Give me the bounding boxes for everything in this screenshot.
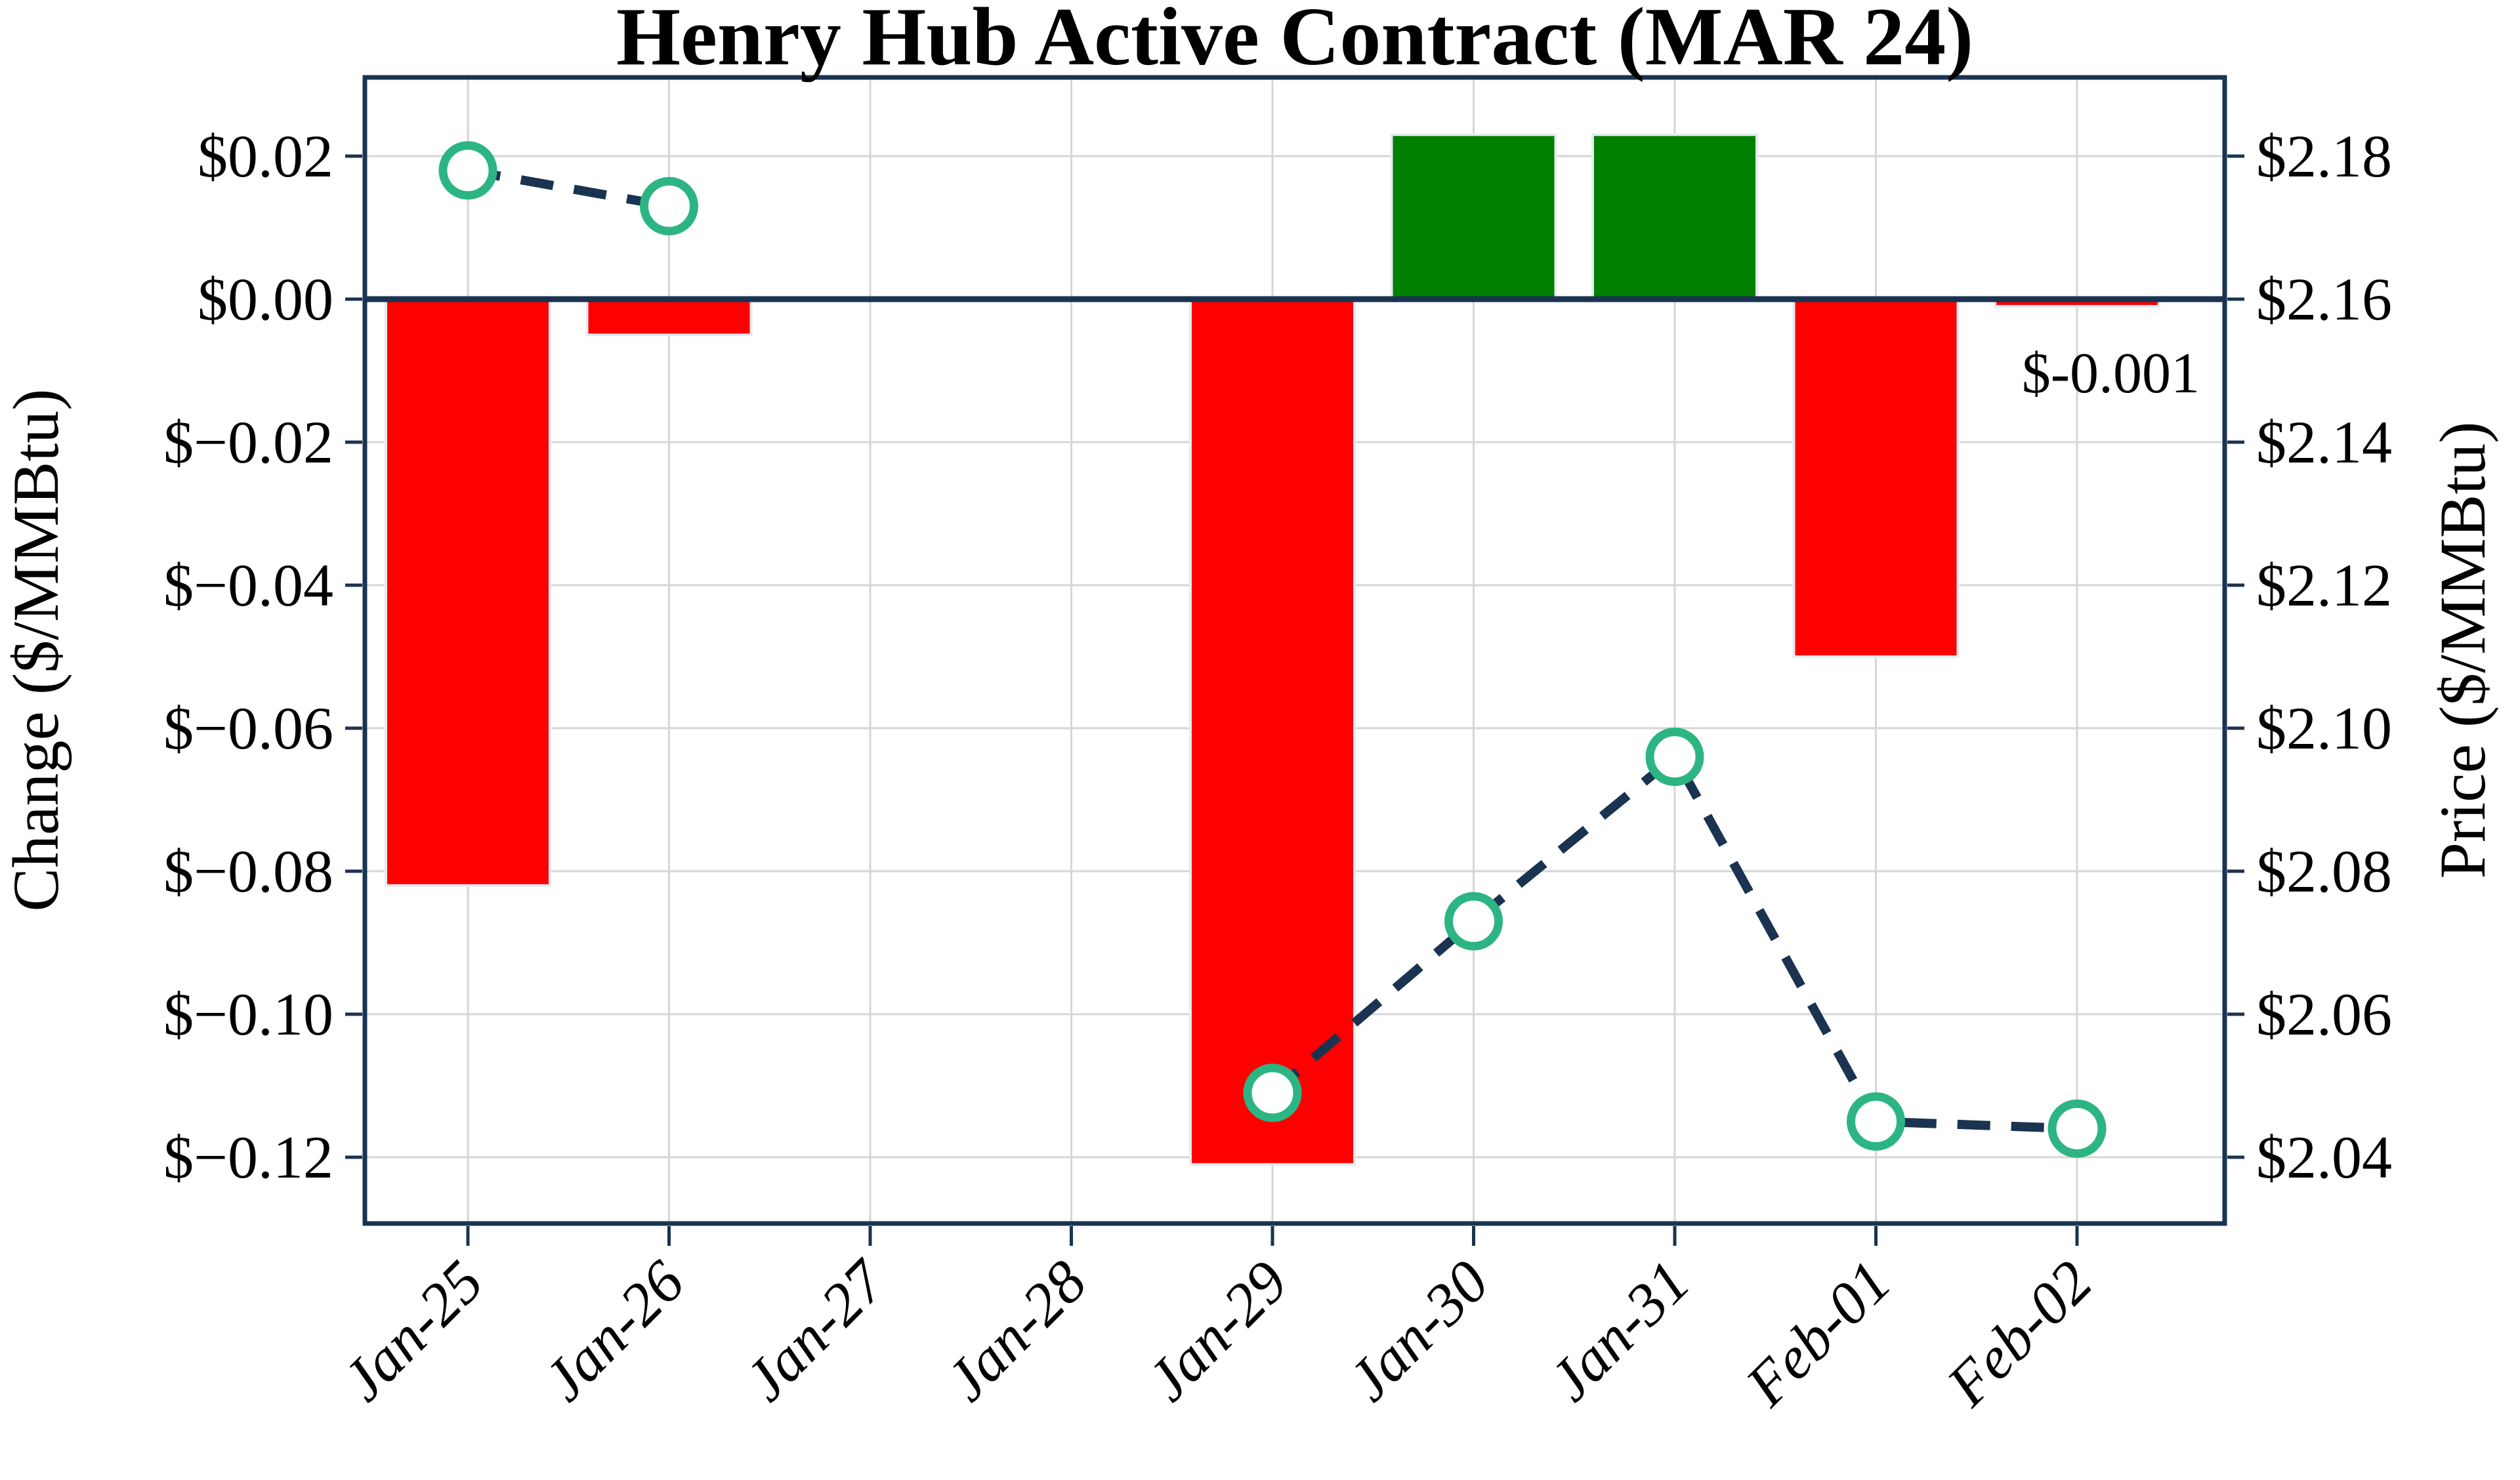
price-marker-Jan-31 xyxy=(1645,728,1704,787)
bars xyxy=(385,133,2160,1166)
price-line xyxy=(467,165,2078,1134)
price-marker-Feb-02 xyxy=(2048,1099,2107,1158)
price-marker-Jan-29 xyxy=(1243,1063,1302,1122)
x-tick-label-Feb-02: Feb-02 xyxy=(1933,1248,2105,1419)
right-tick-label-5: $2.08 xyxy=(2256,838,2392,905)
right-tick-label-2: $2.14 xyxy=(2256,409,2392,476)
right-tick-label-3: $2.12 xyxy=(2256,552,2392,619)
left-tick-label-6: $−0.10 xyxy=(163,981,333,1048)
x-tick-label-Jan-29: Jan-29 xyxy=(1134,1248,1300,1414)
plot-border-group xyxy=(362,75,2227,1226)
right-tick-label-6: $2.06 xyxy=(2256,981,2392,1048)
x-tick-label-Jan-31: Jan-31 xyxy=(1536,1248,1702,1414)
x-tick-labels: Jan-25 Jan-26 Jan-27 Jan-28 Jan-29 Jan-30 Jan-… xyxy=(329,1246,2105,1419)
bar-Jan-31 xyxy=(1591,133,1758,300)
axis-ticks xyxy=(345,154,2244,1246)
price-markers xyxy=(438,141,2107,1158)
price-marker-Jan-30 xyxy=(1444,892,1503,951)
x-tick-label-Jan-25: Jan-25 xyxy=(329,1248,495,1414)
x-tick-label-Jan-26: Jan-26 xyxy=(531,1248,697,1414)
bar-Feb-01 xyxy=(1792,298,1960,658)
price-marker-Jan-26 xyxy=(640,176,698,236)
x-tick-label-Jan-30: Jan-30 xyxy=(1335,1248,1502,1414)
right-axis-label: Price ($/MMBtu) xyxy=(2426,421,2499,878)
left-tick-label-2: $−0.02 xyxy=(163,409,333,476)
plot-border xyxy=(362,75,2227,1226)
price-marker-Feb-01 xyxy=(1847,1092,1905,1151)
right-tick-label-1: $2.16 xyxy=(2256,266,2392,333)
right-tick-label-4: $2.10 xyxy=(2256,695,2392,762)
left-tick-label-7: $−0.12 xyxy=(163,1124,333,1191)
right-tick-label-7: $2.04 xyxy=(2256,1124,2392,1191)
x-tick-label-Feb-01: Feb-01 xyxy=(1732,1248,1904,1419)
left-tick-label-5: $−0.08 xyxy=(163,838,333,905)
left-tick-label-1: $0.00 xyxy=(198,266,333,333)
bar-Jan-29 xyxy=(1189,298,1356,1166)
x-tick-label-Jan-28: Jan-28 xyxy=(933,1248,1099,1414)
left-tick-label-0: $0.02 xyxy=(198,123,333,190)
last-change-annotation: $-0.001 xyxy=(2022,342,2200,405)
price-line-segment xyxy=(1269,749,2078,1134)
price-line-segment xyxy=(467,165,670,211)
bar-Jan-25 xyxy=(385,298,551,887)
left-axis-label: Change ($/MMBtu) xyxy=(0,388,72,911)
bar-Jan-30 xyxy=(1390,133,1557,300)
left-tick-label-4: $−0.06 xyxy=(163,695,333,762)
left-tick-label-3: $−0.04 xyxy=(163,552,333,619)
right-tick-label-0: $2.18 xyxy=(2256,123,2392,190)
bar-Jan-26 xyxy=(585,298,753,337)
price-marker-Jan-25 xyxy=(438,141,497,200)
right-tick-labels: $2.18 $2.16 $2.14 $2.12 $2.10 $2.08 $2.06 $2.04 xyxy=(2256,123,2392,1191)
x-tick-label-Jan-27: Jan-27 xyxy=(732,1246,900,1414)
left-tick-labels: $0.02 $0.00 $−0.02 $−0.04 $−0.06 $−0.08 $−0.10… xyxy=(163,123,333,1191)
chart-title: Henry Hub Active Contract (MAR 24) xyxy=(616,0,1973,83)
